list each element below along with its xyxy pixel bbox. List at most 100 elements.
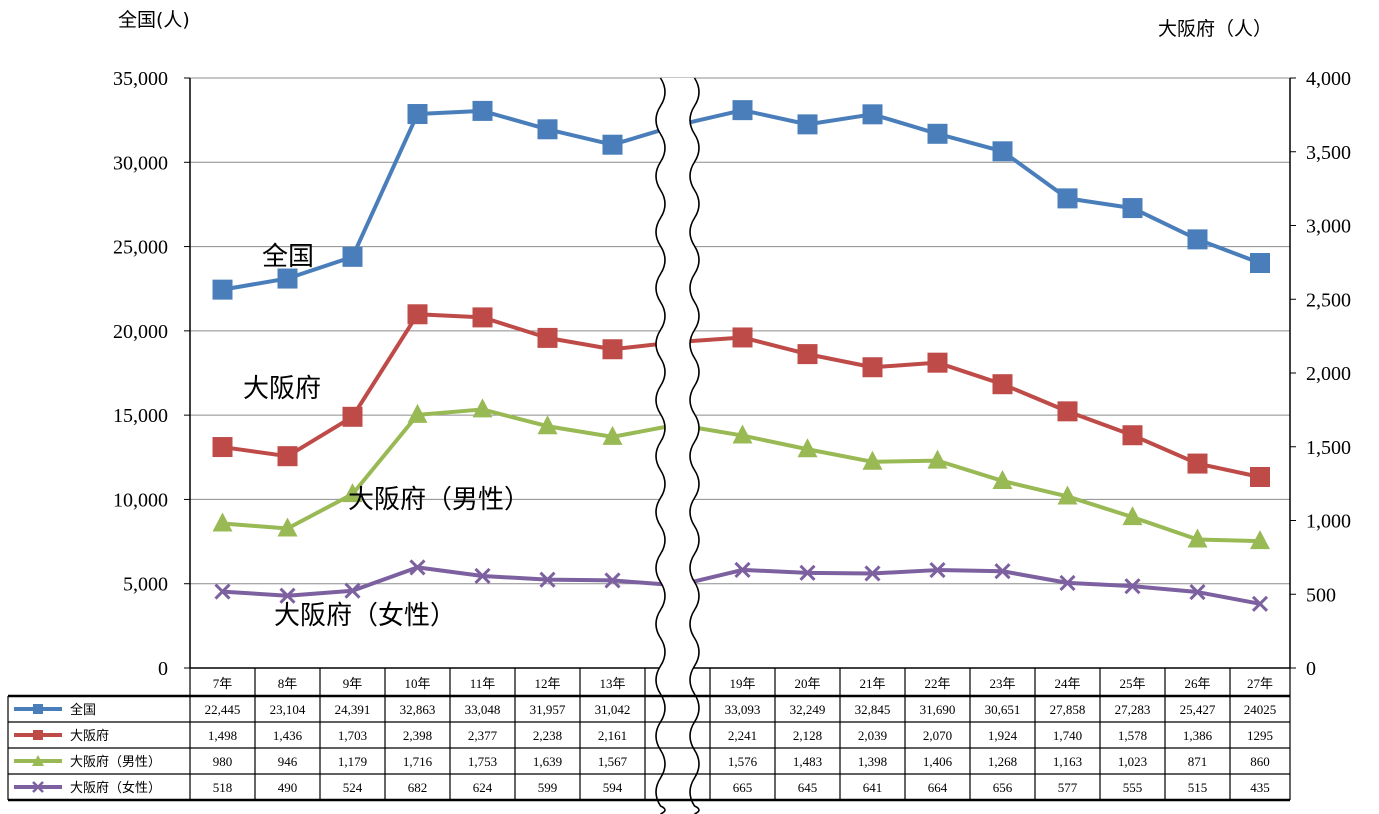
table-cell: 1,498	[208, 728, 237, 743]
series-lines	[212, 100, 1270, 612]
data-point	[602, 134, 623, 155]
data-point	[732, 424, 753, 444]
right-tick-label: 1,500	[1306, 437, 1351, 459]
left-tick-label: 15,000	[113, 405, 168, 427]
right-axis-ticks: 0 500 1,000 1,500 2,000 2,500 3,000 3,500 4,000	[1290, 68, 1351, 680]
table-cell: 664	[928, 780, 948, 795]
table-cell: 1,398	[858, 754, 887, 769]
data-point	[1057, 401, 1078, 422]
table-cell: 31,042	[595, 702, 631, 717]
table-cell: 2,161	[598, 728, 627, 743]
data-point	[212, 279, 233, 300]
table-cell: 1,753	[468, 754, 497, 769]
data-point	[927, 123, 948, 144]
table-cell: 1,576	[728, 754, 758, 769]
data-point	[472, 307, 493, 328]
data-table: 7年 8年 9年 10年 11年 12年 13年 19年 20年 21年 22年 23年 24年 25年 2…	[7, 668, 1291, 802]
data-point	[1250, 253, 1270, 274]
legend-label: 大阪府（女性）	[70, 780, 161, 796]
left-axis-ticks: 0 5,000 10,000 15,000 20,000 25,000 30,000 35,0…	[113, 68, 190, 680]
axis-break-fill	[656, 78, 699, 814]
table-cell: 594	[603, 780, 623, 795]
data-point	[472, 398, 493, 418]
table-cell: 1,436	[273, 728, 303, 743]
left-tick-label: 35,000	[113, 68, 168, 90]
category-label: 26年	[1184, 676, 1210, 691]
right-tick-label: 0	[1306, 658, 1316, 680]
left-tick-label: 5,000	[123, 574, 168, 596]
series-line-0	[222, 108, 1261, 292]
table-cell: 624	[473, 780, 493, 795]
category-label: 8年	[278, 676, 298, 691]
table-cell: 490	[278, 780, 298, 795]
data-point	[994, 563, 1011, 580]
table-cell: 515	[1188, 780, 1208, 795]
table-cell: 22,445	[205, 702, 241, 717]
data-point	[277, 268, 298, 289]
data-point	[1187, 229, 1208, 250]
category-label: 20年	[794, 676, 820, 691]
data-point	[929, 561, 946, 579]
data-point	[862, 450, 883, 470]
table-cell: 1295	[1247, 728, 1273, 743]
data-point	[537, 119, 558, 140]
category-label: 21年	[859, 676, 885, 691]
data-point	[407, 304, 428, 325]
data-point	[1122, 506, 1143, 526]
category-label: 25年	[1119, 676, 1145, 691]
data-point	[1122, 425, 1143, 446]
data-point	[732, 100, 753, 121]
right-tick-label: 1,000	[1306, 511, 1351, 533]
data-point	[342, 246, 363, 267]
table-cell: 665	[733, 780, 753, 795]
data-point	[342, 406, 363, 427]
left-tick-label: 0	[158, 658, 168, 680]
data-point	[1187, 528, 1208, 548]
table-cell: 1,703	[338, 728, 367, 743]
table-cell: 30,651	[985, 702, 1021, 717]
table-cell: 23,104	[270, 702, 306, 717]
data-point	[1057, 188, 1078, 209]
legend-label: 大阪府（男性）	[70, 755, 161, 770]
right-tick-label: 3,500	[1306, 142, 1351, 164]
table-cell: 33,048	[465, 702, 501, 717]
data-point	[604, 572, 621, 589]
data-point	[602, 425, 623, 445]
table-cell: 2,070	[923, 728, 952, 743]
table-cell: 2,039	[858, 728, 887, 743]
category-label: 19年	[729, 676, 755, 691]
data-point	[537, 415, 558, 435]
table-cell: 2,238	[533, 728, 562, 743]
data-point	[799, 564, 816, 581]
series-annotation: 大阪府（女性）	[274, 601, 456, 631]
table-cell: 32,249	[790, 702, 826, 717]
data-point	[342, 483, 363, 503]
legend-marker	[33, 704, 43, 714]
legend-label: 全国	[70, 702, 96, 718]
data-point	[1250, 466, 1270, 487]
data-point	[537, 327, 558, 348]
table-cell: 656	[993, 780, 1013, 795]
table-cell: 599	[538, 780, 558, 795]
right-tick-label: 2,500	[1306, 289, 1351, 311]
legend-label: 大阪府	[70, 729, 109, 744]
table-cell: 2,128	[793, 728, 822, 743]
table-cell: 860	[1250, 754, 1270, 769]
table-cell: 980	[213, 754, 233, 769]
table-cell: 1,179	[338, 754, 367, 769]
table-cell: 577	[1058, 780, 1078, 795]
data-point	[602, 339, 623, 360]
data-point	[1124, 578, 1141, 595]
data-point	[212, 512, 233, 532]
data-point	[344, 582, 361, 599]
table-cell: 2,398	[403, 728, 432, 743]
data-point	[797, 114, 818, 135]
data-point	[1057, 485, 1078, 505]
right-axis-title: 大阪府（人）	[1158, 18, 1272, 40]
table-cell: 2,377	[468, 728, 498, 743]
data-point	[1187, 453, 1208, 474]
data-point	[407, 403, 428, 423]
category-label: 7年	[213, 676, 233, 691]
